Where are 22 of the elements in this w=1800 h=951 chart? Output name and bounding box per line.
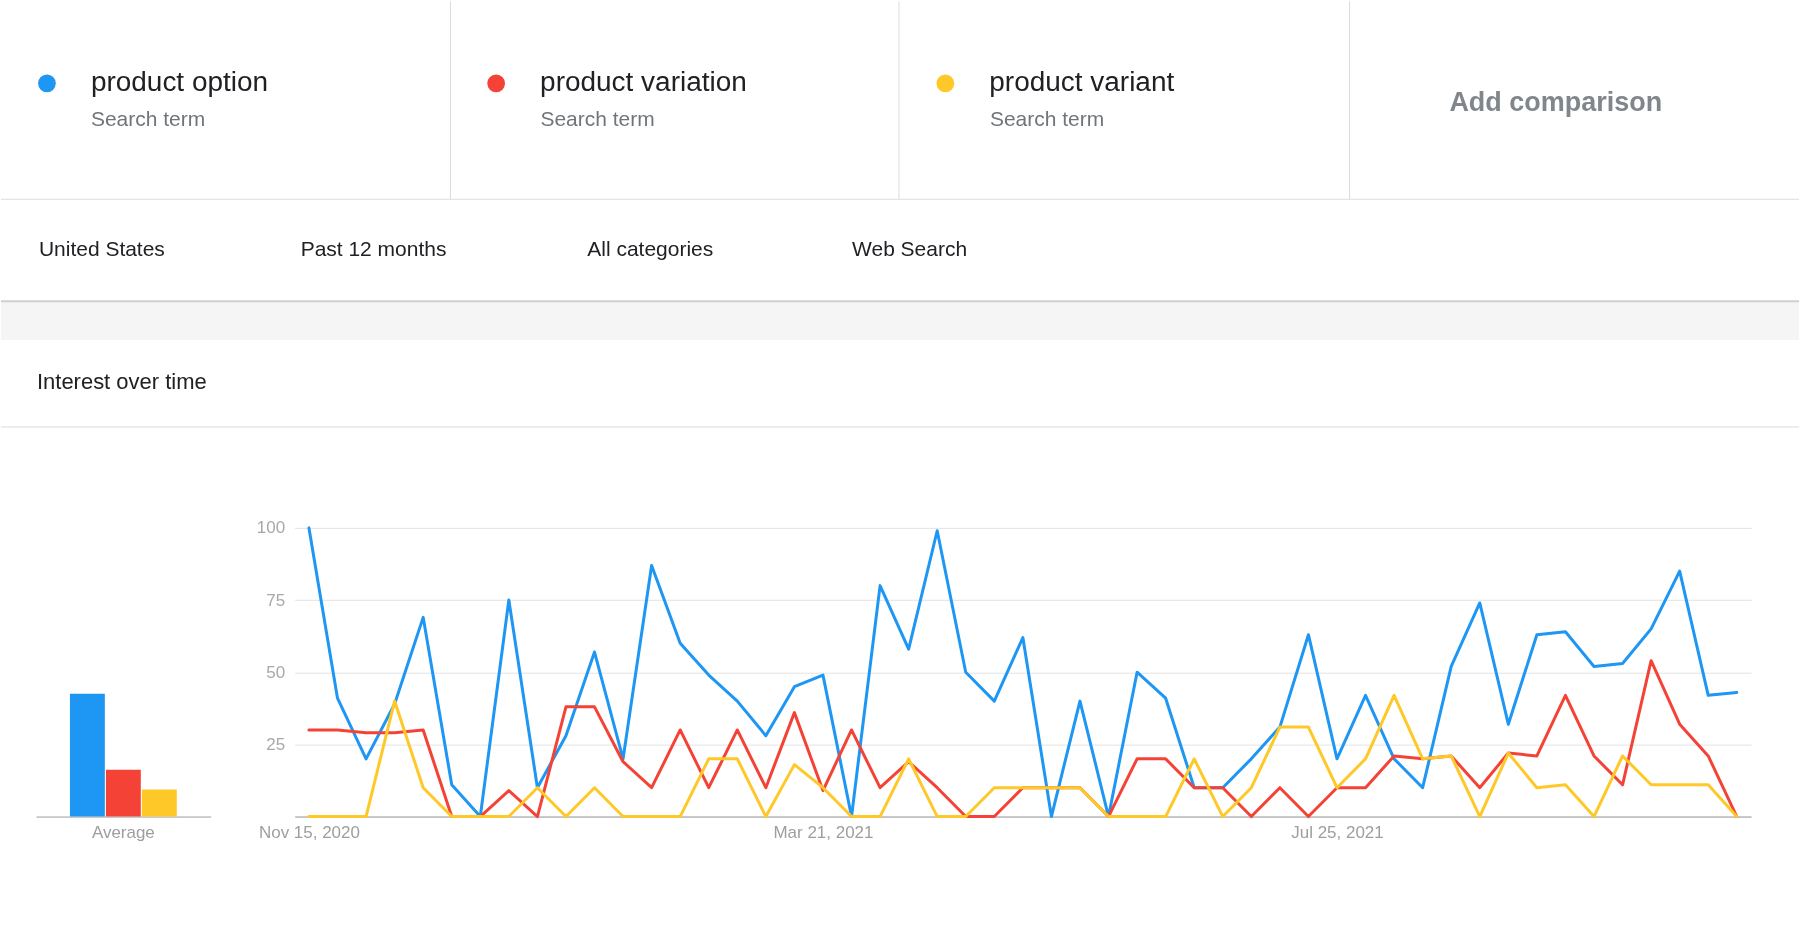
y-tick-label: 75 bbox=[266, 590, 286, 610]
line-series bbox=[307, 693, 1739, 819]
y-tick-label: 50 bbox=[266, 662, 286, 682]
line-series bbox=[307, 526, 1739, 819]
text: Search term bbox=[989, 107, 1105, 131]
text: United States bbox=[38, 237, 165, 261]
x-tick-label: Mar 21, 2021 bbox=[773, 823, 874, 843]
text: Web Search bbox=[852, 237, 968, 261]
text: Add comparison bbox=[1449, 87, 1663, 118]
legend-label: product option bbox=[90, 66, 269, 98]
text: Search term bbox=[540, 107, 655, 131]
x-tick-label: Nov 15, 2020 bbox=[258, 823, 360, 843]
x-tick-label: Jul 25, 2021 bbox=[1291, 823, 1384, 843]
y-tick-label: 25 bbox=[266, 734, 286, 754]
legend-label: product variant bbox=[989, 66, 1175, 98]
legend-label: product variation bbox=[540, 66, 747, 98]
text: Search term bbox=[90, 107, 206, 131]
text: Past 12 months bbox=[300, 237, 447, 261]
y-tick-label: 100 bbox=[256, 518, 286, 538]
chart-title: Interest over time bbox=[36, 369, 207, 395]
text: All categories bbox=[587, 237, 714, 261]
x-tick-label: Average bbox=[91, 823, 155, 843]
